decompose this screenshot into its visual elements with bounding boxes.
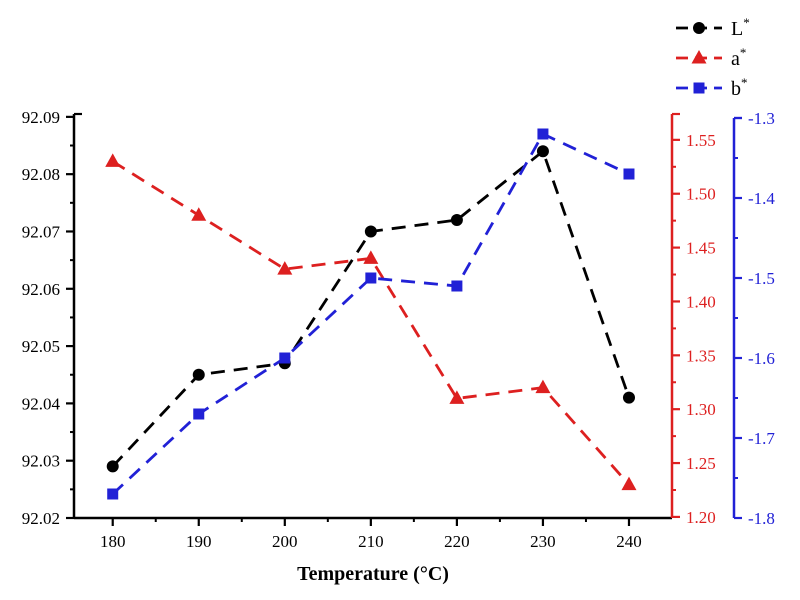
legend-item-a-star: a* [676,45,746,70]
left-axis-tick-label: 92.02 [22,509,60,528]
data-point [279,352,291,364]
right-a-axis-tick-label: 1.20 [686,508,716,527]
series-line [111,148,631,468]
data-point [193,408,205,420]
data-point [277,261,293,275]
series-L-star [106,145,635,473]
data-point [363,250,379,264]
x-tick-label: 190 [186,532,212,551]
data-point [621,476,637,491]
left-axis-tick-label: 92.05 [22,337,60,356]
legend-label: L* [731,15,750,40]
right-a-axis-tick-label: 1.25 [686,454,716,473]
left-axis-tick-label: 92.08 [22,165,60,184]
series-a-star [105,153,637,491]
data-point [365,272,377,284]
right-a-axis: 1.20 1.25 1.30 1.35 1.40 1.45 1.50 1.55 [670,112,716,527]
data-point [450,214,463,227]
x-tick-label: 220 [444,532,470,551]
x-tick-label: 200 [272,532,298,551]
x-axis-title: Temperature (°C) [297,563,449,585]
left-axis-tick-label: 92.06 [22,280,60,299]
legend-label: a* [731,45,746,70]
left-axis-tick-label: 92.09 [22,108,60,127]
series-b-star [107,128,635,500]
right-a-axis-tick-label: 1.55 [686,131,716,150]
right-a-axis-tick-label: 1.45 [686,239,716,258]
legend: L* a* b* [676,15,750,100]
legend-marker [693,22,705,34]
legend-item-b-star: b* [676,75,748,100]
right-a-axis-tick-label: 1.50 [686,185,716,204]
data-point [536,145,549,158]
legend-marker [691,50,707,64]
right-b-axis-tick-label: -1.7 [748,429,775,448]
right-b-axis: -1.8 -1.7 -1.6 -1.5 -1.4 -1.3 [732,109,775,528]
left-axis-tick-label: 92.07 [22,222,61,241]
data-point [449,390,465,404]
x-tick-label: 230 [530,532,556,551]
series-line [111,132,630,496]
right-b-axis-tick-label: -1.6 [748,349,775,368]
right-a-axis-tick-label: 1.40 [686,292,716,311]
legend-marker [693,82,705,94]
x-tick-label: 240 [616,532,642,551]
right-a-axis-tick-label: 1.30 [686,400,716,419]
data-point [537,128,549,140]
legend-item-L-star: L* [676,15,750,40]
right-a-axis-tick-label: 1.35 [686,346,716,365]
data-point [535,379,551,394]
data-point [105,153,121,167]
data-point [623,168,635,180]
x-tick-label: 180 [100,532,126,551]
data-point [364,225,377,238]
right-b-axis-tick-label: -1.3 [748,109,775,128]
legend-label: b* [731,75,748,100]
data-point [622,391,635,404]
left-axis-tick-label: 92.03 [22,452,60,471]
x-axis: 180 190 200 210 220 230 240 [74,516,672,551]
left-axis: 92.02 92.03 92.04 92.05 92.06 92.07 92.08 92.09 [22,108,82,528]
data-point [451,280,463,292]
x-tick-label: 210 [358,532,384,551]
right-b-axis-tick-label: -1.4 [748,189,775,208]
data-point [191,207,207,221]
right-b-axis-tick-label: -1.5 [748,269,775,288]
data-point [192,368,205,381]
data-point [106,460,119,473]
left-axis-tick-label: 92.04 [22,394,61,413]
right-b-axis-tick-label: -1.8 [748,509,775,528]
data-point [107,488,119,500]
series-line [111,160,631,486]
